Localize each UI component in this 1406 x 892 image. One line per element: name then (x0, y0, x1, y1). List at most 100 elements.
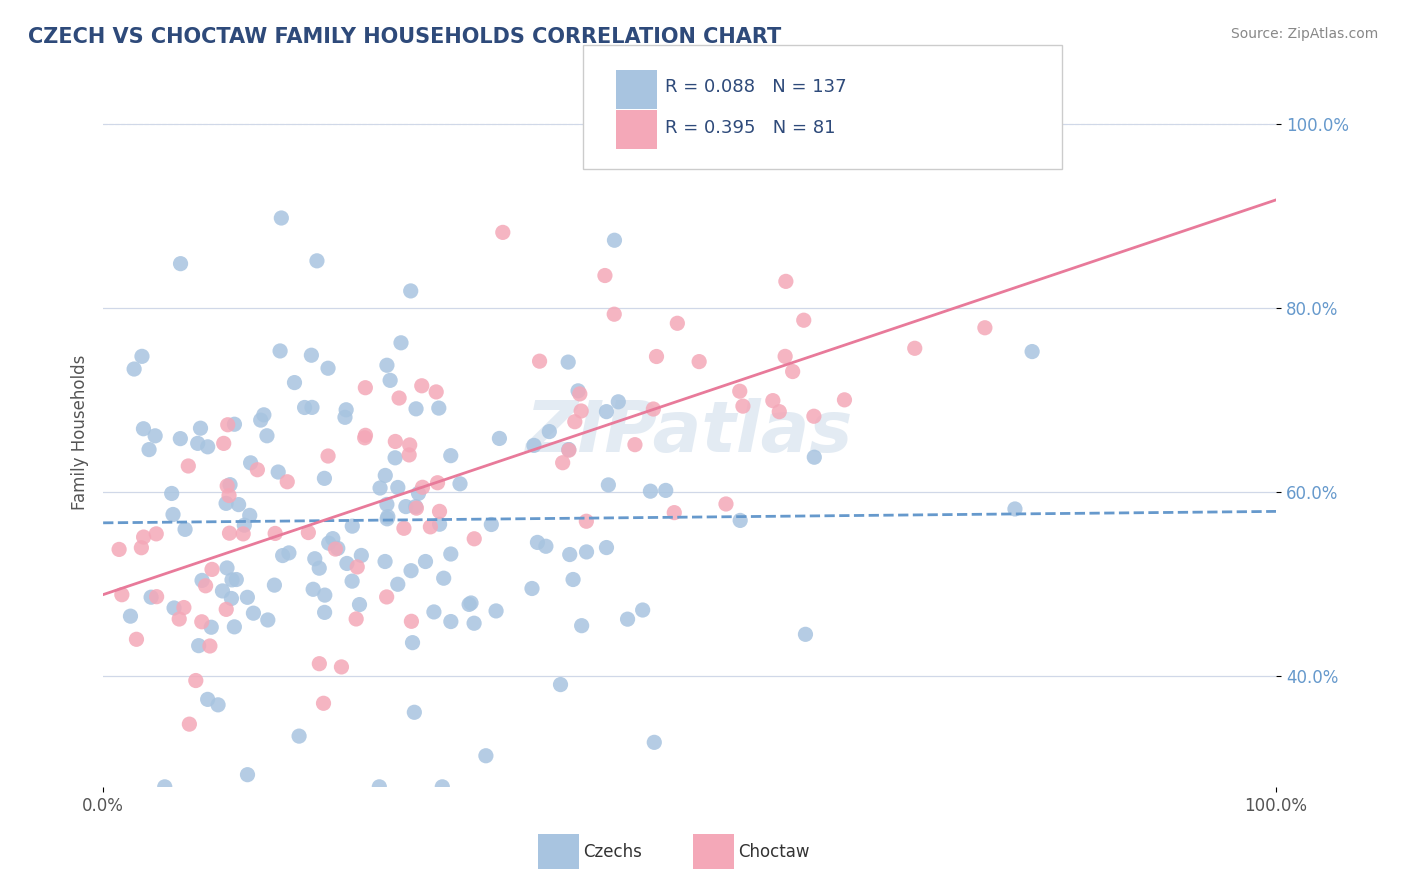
Point (354, 428, 377, 442)
Point (423, 605, 446, 619)
Point (153, 780, 176, 794)
Point (270, 211, 292, 225)
Point (551, 456, 574, 470)
Point (312, 696, 335, 710)
Point (145, 590, 167, 604)
Point (433, 571, 456, 585)
Point (276, 475, 298, 489)
Point (643, 735, 665, 749)
Point (246, 463, 269, 477)
Point (526, 535, 548, 549)
Point (643, 402, 665, 417)
Point (218, 489, 240, 503)
Point (412, 480, 434, 494)
Point (201, 562, 224, 576)
Point (398, 448, 420, 462)
Point (550, 677, 572, 691)
Point (269, 343, 291, 358)
Point (215, 602, 238, 616)
Point (191, 574, 214, 588)
Point (215, 561, 238, 575)
Point (314, 588, 336, 602)
Point (794, 627, 817, 641)
Point (169, 257, 191, 271)
Point (138, 442, 160, 457)
Point (169, 432, 191, 446)
Point (562, 573, 585, 587)
Point (567, 384, 589, 398)
Point (111, 588, 134, 602)
Point (207, 698, 229, 712)
Point (538, 425, 561, 439)
Point (558, 442, 581, 457)
Point (239, 508, 262, 523)
Point (179, 717, 201, 731)
Point (249, 413, 271, 427)
Point (122, 362, 145, 376)
Point (425, 384, 447, 399)
Point (263, 578, 285, 592)
Point (775, 274, 797, 288)
Point (398, 438, 420, 452)
Point (520, 582, 543, 596)
Point (378, 373, 401, 387)
Point (603, 233, 626, 247)
Text: R = 0.395   N = 81: R = 0.395 N = 81 (665, 119, 835, 136)
Point (640, 484, 662, 499)
Y-axis label: Family Households: Family Households (72, 354, 89, 510)
Point (463, 616, 485, 631)
Point (187, 436, 209, 450)
Point (211, 583, 233, 598)
Point (217, 479, 239, 493)
Point (762, 393, 785, 408)
Point (304, 551, 326, 566)
Point (624, 438, 647, 452)
Point (607, 394, 630, 409)
Point (387, 480, 409, 494)
Point (427, 401, 450, 416)
Point (654, 483, 676, 498)
Point (645, 350, 668, 364)
Point (162, 508, 184, 522)
Point (239, 456, 262, 470)
Point (458, 598, 481, 612)
Point (429, 517, 451, 532)
Point (221, 573, 243, 587)
Point (529, 354, 551, 368)
Point (569, 404, 592, 418)
Point (271, 549, 294, 563)
Point (350, 549, 373, 563)
Point (384, 450, 406, 465)
Point (405, 401, 427, 416)
Point (225, 573, 247, 587)
Point (631, 603, 654, 617)
Point (387, 577, 409, 591)
Point (326, 541, 349, 556)
Point (384, 434, 406, 449)
Point (374, 468, 396, 483)
Point (143, 429, 166, 443)
Point (666, 316, 689, 330)
Point (301, 401, 323, 415)
Point (401, 635, 423, 649)
Text: Choctaw: Choctaw (738, 843, 810, 861)
Point (232, 527, 254, 541)
Point (346, 560, 368, 574)
Point (449, 476, 471, 491)
Point (728, 513, 751, 527)
Point (904, 341, 927, 355)
Point (314, 471, 336, 485)
Point (198, 639, 221, 653)
Point (429, 504, 451, 518)
Point (191, 615, 214, 629)
Point (485, 604, 508, 618)
Point (233, 518, 256, 533)
Point (557, 355, 579, 369)
Point (728, 384, 751, 399)
Point (316, 361, 339, 376)
Point (349, 598, 371, 612)
Point (568, 387, 591, 401)
Point (342, 519, 364, 533)
Point (1004, 502, 1026, 516)
Point (215, 496, 238, 510)
